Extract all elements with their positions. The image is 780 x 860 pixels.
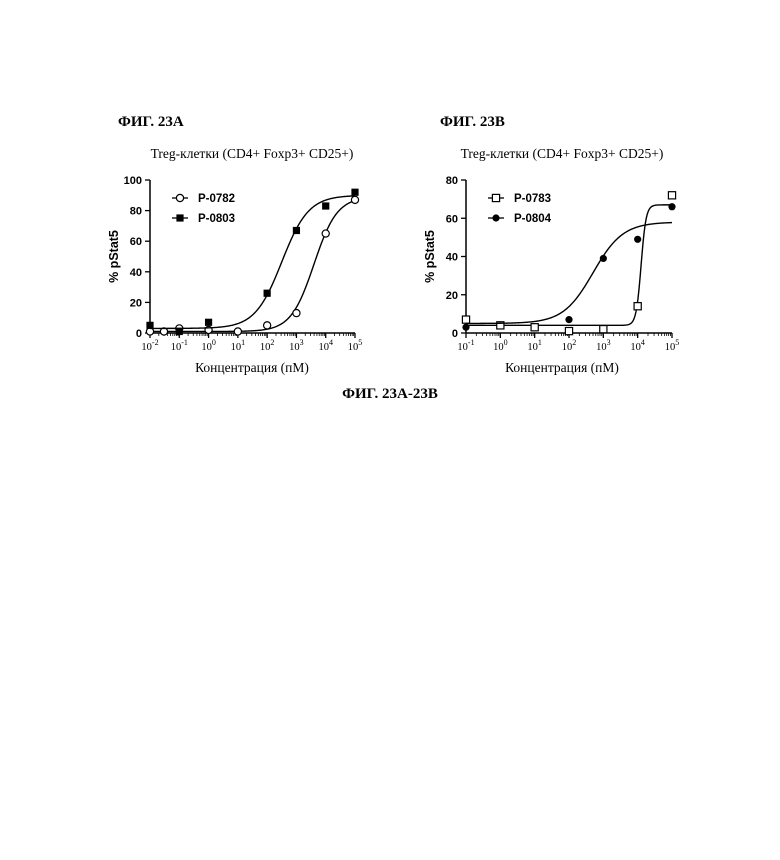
y-tick-label: 0 [452,328,458,340]
data-point [600,326,607,333]
data-point [205,319,212,326]
x-tick-label: 100 [493,338,508,353]
data-point [234,328,241,335]
data-point [322,202,329,209]
x-tick-label: 101 [231,338,246,353]
y-tick-label: 60 [130,236,142,248]
y-tick-label: 60 [446,213,458,225]
x-tick-label: 103 [289,338,304,353]
data-point [634,303,641,310]
data-point [351,189,358,196]
data-point [668,203,675,210]
y-tick-label: 40 [446,252,458,264]
data-point [634,236,641,243]
y-axis-label: % pStat5 [423,230,437,283]
data-point [293,310,300,317]
panel-label: ФИГ. 23А [118,114,184,130]
chart-title: Treg-клетки (CD4+ Foxp3+ CD25+) [151,146,354,161]
x-tick-label: 101 [527,338,542,353]
x-tick-label: 104 [630,338,645,353]
series-P-0803 [146,189,358,335]
legend-marker [176,194,183,201]
data-point [264,290,271,297]
legend-marker [492,194,499,201]
x-tick-label: 105 [665,338,680,353]
x-tick-label: 104 [318,338,333,353]
data-point [565,327,572,334]
legend-marker [176,214,183,221]
data-point [351,196,358,203]
chart-panel-a: ФИГ. 23А Treg-клетки (CD4+ Foxp3+ CD25+) 0… [107,114,362,375]
data-point [462,324,469,331]
data-point [146,322,153,329]
data-point [462,316,469,323]
legend-label: P-0782 [198,193,235,205]
data-point [176,328,183,335]
legend-label: P-0804 [514,213,552,225]
legend-label: P-0803 [198,213,235,225]
x-axis-label: Концентрация (пМ) [195,360,309,375]
y-tick-label: 80 [446,175,458,187]
panel-label: ФИГ. 23В [440,114,505,130]
data-point [668,192,675,199]
series-P-0804 [462,203,675,331]
data-point [322,230,329,237]
x-tick-label: 102 [260,338,275,353]
data-point [264,322,271,329]
y-tick-label: 20 [130,297,142,309]
data-point [600,255,607,262]
y-tick-label: 100 [124,175,142,187]
x-tick-label: 102 [562,338,577,353]
data-point [293,227,300,234]
x-tick-label: 100 [201,338,216,353]
y-tick-label: 80 [130,206,142,218]
y-tick-label: 40 [130,267,142,279]
y-tick-label: 20 [446,290,458,302]
legend-label: P-0783 [514,193,551,205]
y-axis-label: % pStat5 [107,230,121,283]
figure-caption: ФИГ. 23А-23В [342,386,438,402]
data-point [531,324,538,331]
legend-marker [492,214,499,221]
x-tick-label: 103 [596,338,611,353]
chart-title: Treg-клетки (CD4+ Foxp3+ CD25+) [461,146,664,161]
x-tick-label: 10-1 [171,338,188,353]
x-axis-label: Концентрация (пМ) [505,360,619,375]
chart-panel-b: ФИГ. 23В Treg-клетки (CD4+ Foxp3+ CD25+) 0… [423,114,679,375]
x-tick-label: 10-1 [457,338,474,353]
x-tick-label: 10-2 [141,338,158,353]
series-P-0783 [462,192,675,335]
x-tick-label: 105 [348,338,363,353]
y-tick-label: 0 [136,328,142,340]
data-point [565,316,572,323]
